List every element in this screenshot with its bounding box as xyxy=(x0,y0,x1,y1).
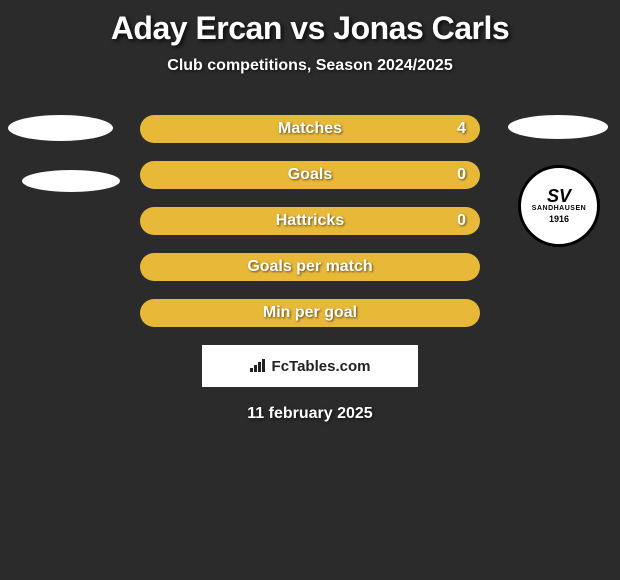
player1-ellipse-2 xyxy=(22,170,120,192)
subtitle: Club competitions, Season 2024/2025 xyxy=(0,57,620,75)
main-container: Aday Ercan vs Jonas Carls Club competiti… xyxy=(0,0,620,423)
club-logo-year: 1916 xyxy=(549,214,569,225)
stat-value-right: 0 xyxy=(457,166,466,184)
club-logo-name: SANDHAUSEN xyxy=(532,205,586,213)
stat-row-goals-per-match: Goals per match xyxy=(140,253,480,281)
stat-label: Goals per match xyxy=(247,258,372,276)
date-text: 11 february 2025 xyxy=(0,405,620,423)
stats-area: SV SANDHAUSEN 1916 Matches 4 Goals 0 Hat… xyxy=(0,115,620,423)
footer-badge: FcTables.com xyxy=(202,345,418,387)
stat-row-hattricks: Hattricks 0 xyxy=(140,207,480,235)
stat-label: Hattricks xyxy=(276,212,344,230)
stat-row-matches: Matches 4 xyxy=(140,115,480,143)
stat-value-right: 4 xyxy=(457,120,466,138)
stat-label: Goals xyxy=(288,166,332,184)
player1-ellipse-1 xyxy=(8,115,113,141)
stat-label: Matches xyxy=(278,120,342,138)
stat-row-min-per-goal: Min per goal xyxy=(140,299,480,327)
club-logo-sv: SV xyxy=(547,187,571,205)
page-title: Aday Ercan vs Jonas Carls xyxy=(0,10,620,47)
stat-label: Min per goal xyxy=(263,304,357,322)
player2-ellipse-top xyxy=(508,115,608,139)
club-logo-sandhausen: SV SANDHAUSEN 1916 xyxy=(518,165,600,247)
footer-badge-text: FcTables.com xyxy=(272,358,371,375)
stat-row-goals: Goals 0 xyxy=(140,161,480,189)
stat-value-right: 0 xyxy=(457,212,466,230)
chart-icon xyxy=(250,358,268,374)
